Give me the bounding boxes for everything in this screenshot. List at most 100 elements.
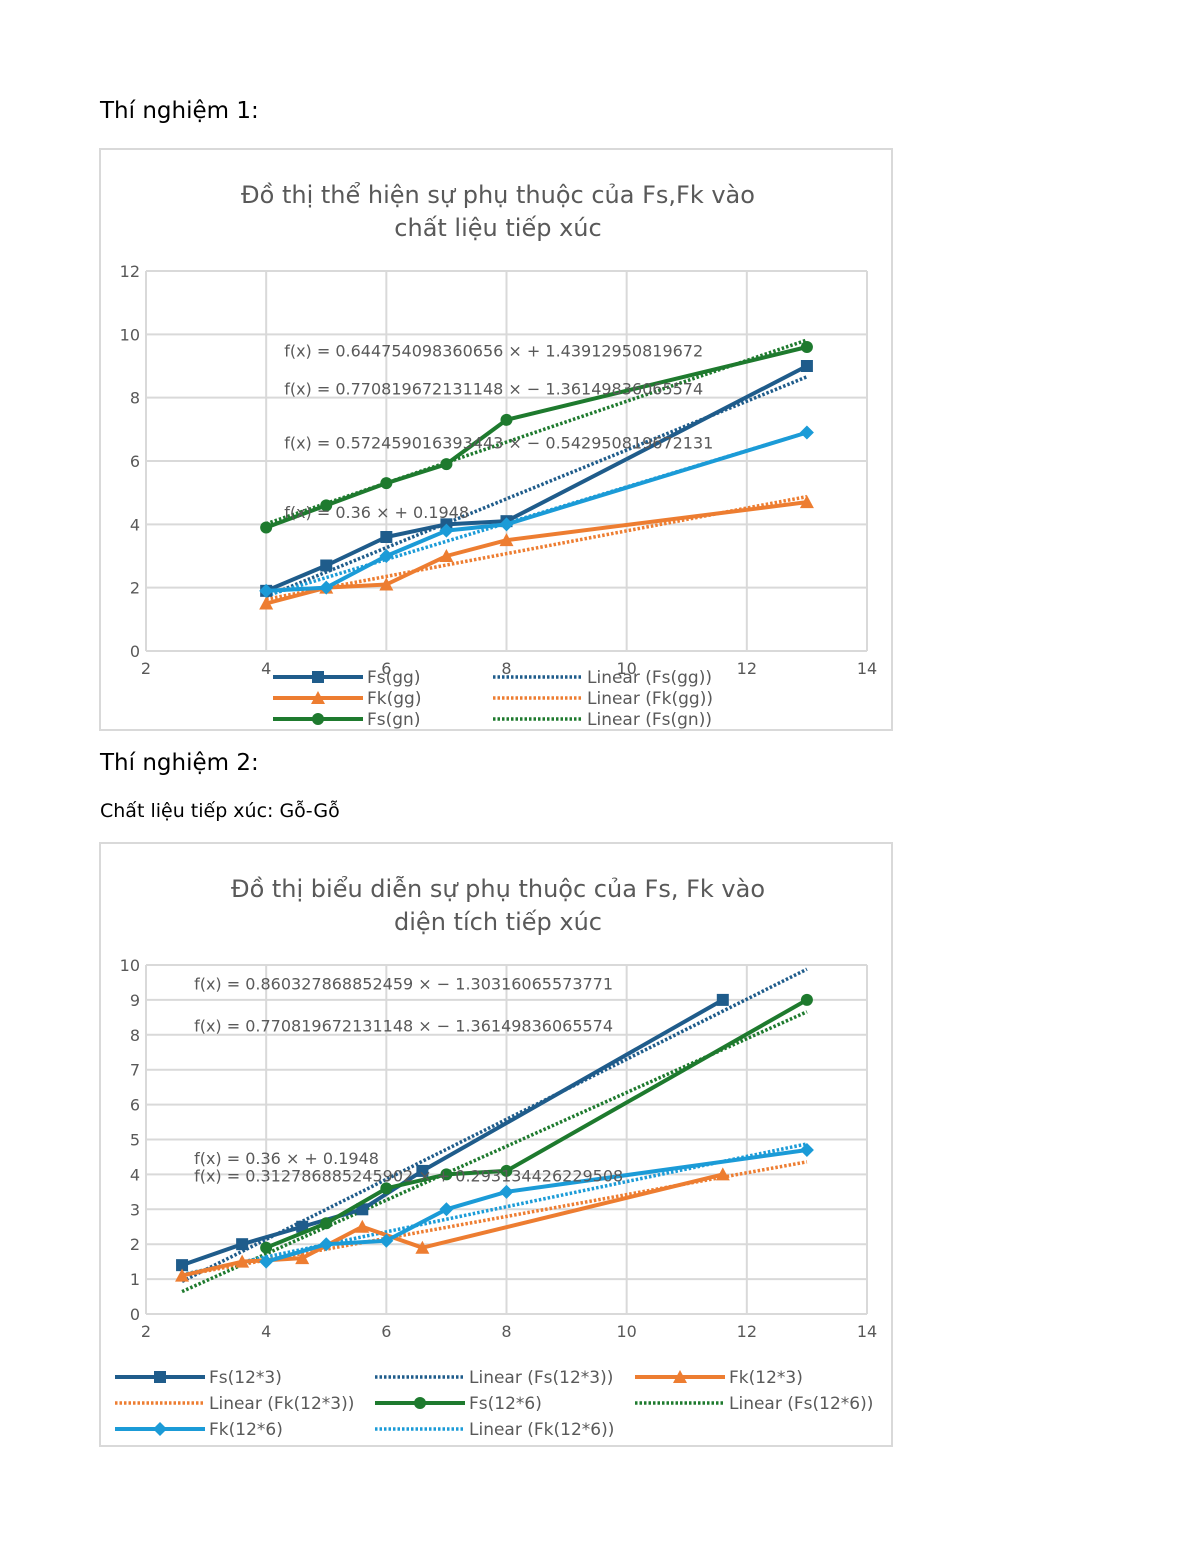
chart1-point-fs-gn [800, 341, 813, 353]
chart1-legend-marker [311, 691, 325, 704]
chart1-point-fk-gn [259, 583, 274, 598]
chart2-point-fk-12-6 [499, 1184, 514, 1199]
chart2-point-fs-12-6 [440, 1168, 453, 1181]
chart2-point-fs-12-6 [320, 1217, 333, 1230]
chart2-legend-marker [673, 1370, 687, 1383]
chart1-y-tick-label: 6 [130, 452, 140, 471]
chart1-x-tick-label: 4 [261, 659, 271, 678]
chart2-legend-marker [154, 1371, 166, 1383]
chart2-x-tick-label: 14 [857, 1322, 877, 1341]
chart2-x-tick-label: 12 [737, 1322, 757, 1341]
chart2-point-fk-12-3 [715, 1167, 730, 1181]
chart1-y-tick-label: 4 [130, 515, 140, 534]
chart1-equation-label: f(x) = 0.644754098360656 × + 1.439129508… [284, 342, 703, 361]
chart1-point-fk-gg [439, 549, 454, 562]
chart1-series-line-fk-gn [266, 430, 808, 593]
chart1-point-fk-gn [379, 549, 394, 563]
chart1-legend-label: Linear (Fs(gn)) [587, 710, 712, 729]
chart2-point-fs-12-6 [800, 993, 813, 1006]
chart1-series-line-fs-gg [265, 364, 808, 593]
chart1-x-tick-label: 2 [141, 659, 151, 678]
chart1-series-line-fs-gn [265, 345, 808, 530]
chart2-legend-label: Linear (Fs(12*3)) [469, 1368, 613, 1388]
chart1-point-fs-gg [320, 559, 333, 572]
chart2-legend-marker [153, 1422, 167, 1436]
chart2-legend-label: Linear (Fk(12*3)) [209, 1394, 354, 1414]
chart1-legend-marker [312, 713, 324, 725]
chart2-x-tick-label: 8 [501, 1322, 511, 1341]
chart2-point-fs-12-3 [176, 1259, 189, 1272]
chart1-point-fs-gg [800, 360, 813, 372]
chart1-title-line: Đồ thị thể hiện sự phụ thuộc của Fs,Fk v… [241, 181, 755, 209]
chart-1-frame: Đồ thị thể hiện sự phụ thuộc của Fs,Fk v… [99, 148, 893, 731]
chart1-x-tick-label: 10 [616, 659, 636, 678]
chart2-y-tick-label: 3 [130, 1200, 140, 1219]
chart1-legend-label: Fs(gn) [367, 710, 420, 729]
chart-2-frame: Đồ thị biểu diễn sự phụ thuộc của Fs, Fk… [99, 842, 893, 1447]
chart1-point-fk-gg [799, 495, 814, 509]
chart2-y-tick-label: 7 [130, 1061, 140, 1080]
chart2-trendline-linear-fs-12-3 [181, 967, 808, 1283]
chart2-y-tick-label: 2 [130, 1235, 140, 1254]
chart2-point-fk-12-6 [319, 1237, 334, 1252]
chart1-point-fk-gn [799, 425, 814, 440]
chart1-point-fk-gg [499, 533, 514, 547]
chart2-equation-label: f(x) = 0.36 × + 0.1948 [194, 1149, 379, 1168]
chart2-point-fk-12-3 [295, 1251, 310, 1265]
chart1-point-fk-gg [379, 577, 394, 591]
chart-2-svg: Đồ thị biểu diễn sự phụ thuộc của Fs, Fk… [115, 874, 877, 1440]
chart1-legend-marker [312, 671, 324, 683]
chart2-point-fs-12-6 [260, 1241, 273, 1254]
chart2-legend-label: Fk(12*6) [209, 1420, 283, 1440]
chart2-point-fk-12-3 [355, 1219, 370, 1233]
chart1-point-fk-gn [319, 580, 334, 595]
chart1-legend-label: Fs(gg) [367, 668, 420, 688]
chart2-legend-label: Linear (Fs(12*6)) [729, 1394, 873, 1414]
chart2-equation-label: f(x) = 0.770819672131148 × − 1.361498360… [194, 1016, 613, 1035]
chart1-y-tick-label: 2 [130, 579, 140, 598]
chart1-legend-label: Linear (Fs(gg)) [587, 668, 712, 688]
chart2-point-fs-12-6 [380, 1182, 393, 1195]
chart1-title-line: chất liệu tiếp xúc [394, 214, 601, 242]
chart2-point-fk-12-3 [235, 1254, 250, 1268]
chart2-series-line-fk-12-6 [265, 1147, 808, 1264]
chart2-legend-label: Fs(12*6) [469, 1394, 542, 1414]
chart2-legend-label: Fs(12*3) [209, 1368, 282, 1388]
chart2-title-line: diện tích tiếp xúc [394, 908, 602, 936]
chart2-point-fs-12-3 [716, 993, 729, 1006]
chart2-equation-label: f(x) = 0.860327868852459 × − 1.303160655… [194, 974, 613, 993]
chart2-y-tick-label: 9 [130, 991, 140, 1010]
chart1-legend-label: Linear (Fk(gg)) [587, 689, 713, 709]
chart2-point-fk-12-6 [259, 1254, 274, 1269]
chart1-equation-label: f(x) = 0.572459016393443 × − 0.542950819… [284, 433, 713, 452]
chart2-y-tick-label: 8 [130, 1026, 140, 1045]
chart1-point-fs-gg [380, 531, 393, 543]
chart1-point-fs-gn [440, 458, 453, 471]
section-2-subtext: Chất liệu tiếp xúc: Gỗ-Gỗ [100, 800, 340, 822]
chart2-x-tick-label: 10 [616, 1322, 636, 1341]
chart2-point-fk-12-6 [379, 1233, 394, 1248]
chart1-x-tick-label: 12 [737, 659, 757, 678]
chart2-y-tick-label: 6 [130, 1096, 140, 1115]
chart2-x-tick-label: 4 [261, 1322, 271, 1341]
chart2-y-tick-label: 10 [120, 956, 140, 975]
chart1-y-tick-label: 12 [120, 262, 140, 281]
chart2-x-tick-label: 2 [141, 1322, 151, 1341]
chart1-point-fs-gn [260, 521, 273, 534]
chart2-title-line: Đồ thị biểu diễn sự phụ thuộc của Fs, Fk… [231, 874, 765, 903]
chart2-point-fk-12-3 [415, 1240, 430, 1254]
chart1-legend-label: Fk(gg) [367, 689, 421, 709]
chart1-x-tick-label: 8 [501, 659, 511, 678]
chart1-y-tick-label: 8 [130, 389, 140, 408]
chart2-point-fs-12-3 [236, 1238, 249, 1251]
chart1-point-fs-gn [320, 499, 333, 512]
chart2-legend-label: Linear (Fk(12*6)) [469, 1420, 614, 1440]
chart2-legend-marker [414, 1397, 426, 1409]
chart2-series-line-fs-12-6 [265, 998, 808, 1250]
chart2-point-fk-12-6 [439, 1202, 454, 1217]
chart1-point-fk-gn [439, 523, 454, 538]
chart1-x-tick-label: 6 [381, 659, 391, 678]
chart1-point-fs-gn [380, 477, 393, 490]
section-2-heading: Thí nghiệm 2: [100, 750, 259, 776]
chart2-x-tick-label: 6 [381, 1322, 391, 1341]
